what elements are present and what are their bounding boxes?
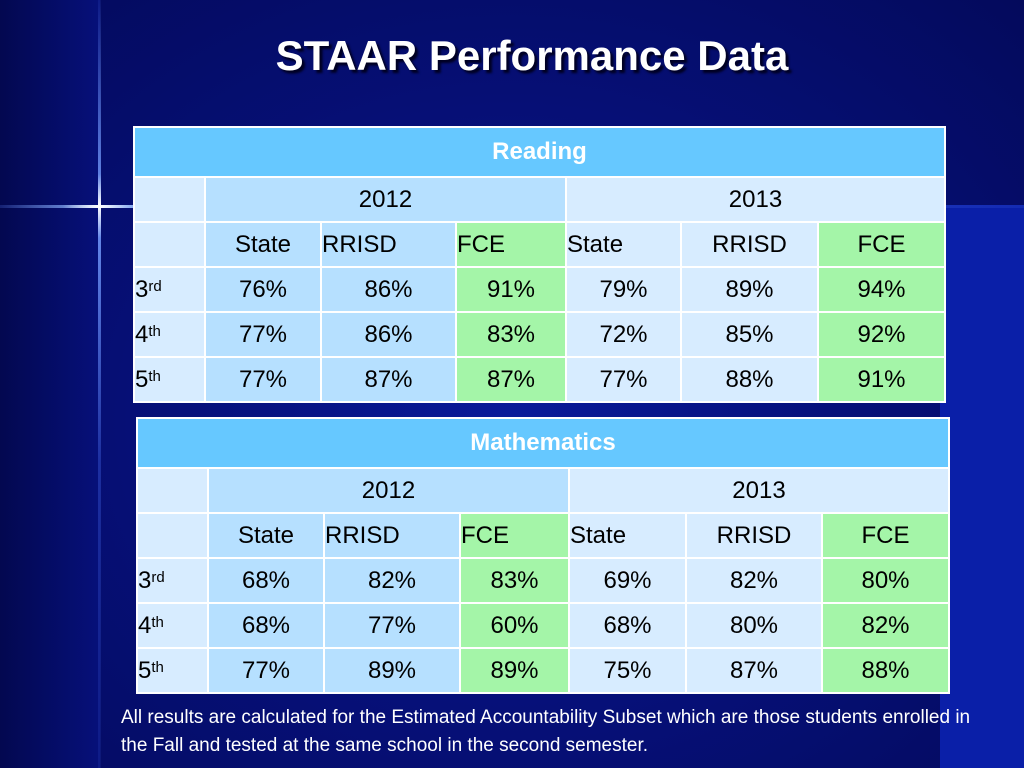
background-vertical-line	[98, 0, 101, 768]
background-right-band	[940, 205, 1024, 768]
grade-label: 4th	[136, 602, 209, 649]
grade-label: 5th	[133, 356, 206, 403]
table-row: 4th 68% 77% 60% 68% 80% 82%	[136, 602, 950, 649]
value-cell: 94%	[817, 266, 946, 313]
column-header: State	[565, 221, 682, 268]
reading-year-2012: 2012	[204, 176, 567, 223]
value-cell: 68%	[568, 602, 687, 649]
value-cell: 68%	[207, 602, 325, 649]
reading-table: Reading 2012 2013 State RRISD FCE State …	[133, 126, 946, 403]
value-cell: 82%	[821, 602, 950, 649]
column-header: RRISD	[685, 512, 823, 559]
slide-title: STAAR Performance Data	[275, 32, 789, 79]
value-cell: 89%	[459, 647, 570, 694]
value-cell: 87%	[455, 356, 567, 403]
column-header: FCE	[821, 512, 950, 559]
table-row: 5th 77% 89% 89% 75% 87% 88%	[136, 647, 950, 694]
table-row: 4th 77% 86% 83% 72% 85% 92%	[133, 311, 946, 358]
math-heading: Mathematics	[136, 417, 950, 469]
value-cell: 82%	[323, 557, 461, 604]
value-cell: 77%	[565, 356, 682, 403]
grade-label: 3rd	[136, 557, 209, 604]
column-header: State	[204, 221, 322, 268]
math-year-2013: 2013	[568, 467, 950, 514]
value-cell: 72%	[565, 311, 682, 358]
reading-year-2013: 2013	[565, 176, 946, 223]
empty-cell	[136, 512, 209, 559]
footnote: All results are calculated for the Estim…	[121, 707, 971, 756]
value-cell: 77%	[207, 647, 325, 694]
column-header: State	[568, 512, 687, 559]
column-header: FCE	[817, 221, 946, 268]
value-cell: 75%	[568, 647, 687, 694]
value-cell: 87%	[320, 356, 457, 403]
math-heading-row: Mathematics	[136, 417, 950, 469]
value-cell: 77%	[323, 602, 461, 649]
reading-heading: Reading	[133, 126, 946, 178]
value-cell: 88%	[821, 647, 950, 694]
column-header: RRISD	[320, 221, 457, 268]
value-cell: 68%	[207, 557, 325, 604]
column-header: RRISD	[680, 221, 819, 268]
column-header: FCE	[459, 512, 570, 559]
value-cell: 80%	[821, 557, 950, 604]
value-cell: 89%	[323, 647, 461, 694]
table-row: 5th 77% 87% 87% 77% 88% 91%	[133, 356, 946, 403]
reading-heading-row: Reading	[133, 126, 946, 178]
value-cell: 89%	[680, 266, 819, 313]
empty-cell	[136, 467, 209, 514]
reading-year-row: 2012 2013	[133, 176, 946, 223]
math-year-row: 2012 2013	[136, 467, 950, 514]
value-cell: 83%	[459, 557, 570, 604]
value-cell: 79%	[565, 266, 682, 313]
value-cell: 69%	[568, 557, 687, 604]
math-year-2012: 2012	[207, 467, 570, 514]
value-cell: 77%	[204, 311, 322, 358]
value-cell: 85%	[680, 311, 819, 358]
grade-label: 5th	[136, 647, 209, 694]
value-cell: 91%	[455, 266, 567, 313]
table-row: 3rd 68% 82% 83% 69% 82% 80%	[136, 557, 950, 604]
value-cell: 77%	[204, 356, 322, 403]
column-header: State	[207, 512, 325, 559]
empty-cell	[133, 176, 206, 223]
grade-label: 3rd	[133, 266, 206, 313]
column-header: RRISD	[323, 512, 461, 559]
reading-column-row: State RRISD FCE State RRISD FCE	[133, 221, 946, 268]
value-cell: 82%	[685, 557, 823, 604]
math-table: Mathematics 2012 2013 State RRISD FCE St…	[136, 417, 950, 694]
value-cell: 83%	[455, 311, 567, 358]
value-cell: 76%	[204, 266, 322, 313]
value-cell: 80%	[685, 602, 823, 649]
background-left-band	[0, 0, 100, 768]
table-row: 3rd 76% 86% 91% 79% 89% 94%	[133, 266, 946, 313]
empty-cell	[133, 221, 206, 268]
value-cell: 91%	[817, 356, 946, 403]
value-cell: 87%	[685, 647, 823, 694]
value-cell: 86%	[320, 266, 457, 313]
grade-label: 4th	[133, 311, 206, 358]
math-column-row: State RRISD FCE State RRISD FCE	[136, 512, 950, 559]
value-cell: 60%	[459, 602, 570, 649]
column-header: FCE	[455, 221, 567, 268]
value-cell: 88%	[680, 356, 819, 403]
value-cell: 86%	[320, 311, 457, 358]
value-cell: 92%	[817, 311, 946, 358]
